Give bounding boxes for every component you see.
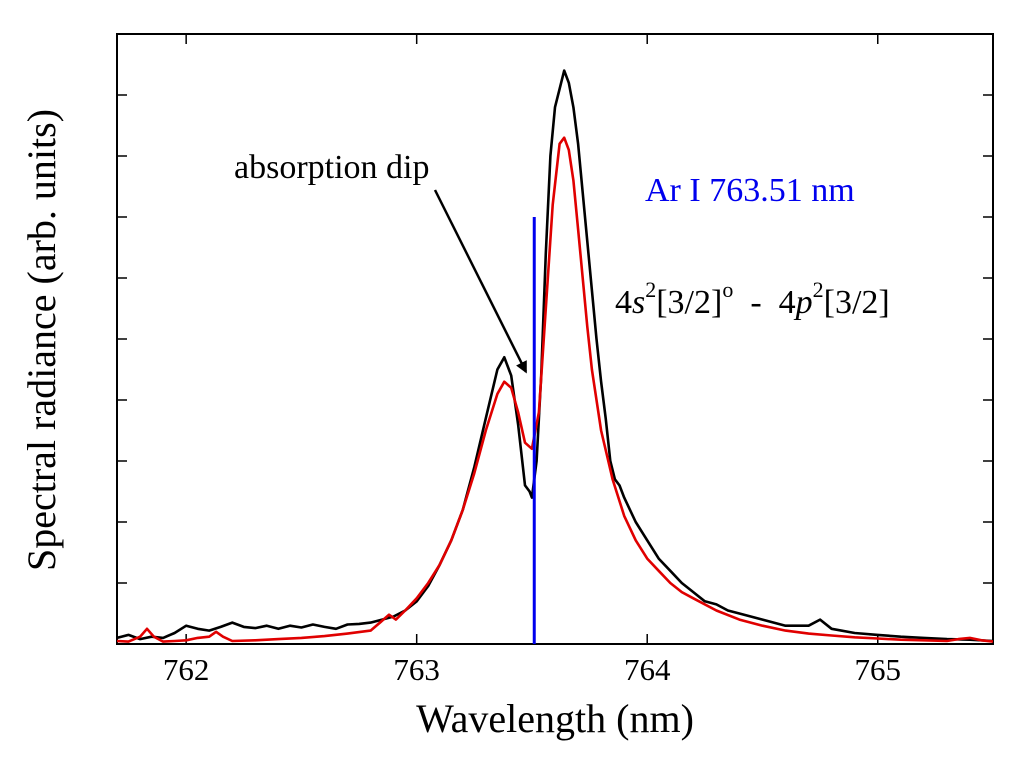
x-tick-label-3: 765: [854, 652, 901, 687]
x-tick-label-0: 762: [163, 652, 210, 687]
x-axis-tick-labels: 762 763 764 765: [163, 652, 901, 687]
transition-upper-coef: 4: [779, 284, 796, 321]
transition-lower-term: [3/2]: [656, 284, 722, 321]
transition-lower-coef: 4: [615, 284, 632, 321]
y-axis-label: Spectral radiance (arb. units): [19, 109, 64, 571]
series-layer: [117, 69, 994, 643]
transition-lower-orbital: s: [632, 284, 645, 321]
series-line-fit: [117, 136, 994, 643]
x-tick-label-2: 764: [624, 652, 671, 687]
transition-label: 4s2[3/2]o - 4p2[3/2]: [615, 277, 890, 321]
transition-upper-orbital: p: [794, 284, 813, 321]
absorption-dip-label: absorption dip: [234, 149, 429, 186]
y-axis-ticks: [117, 94, 993, 584]
plot-frame: [116, 33, 994, 645]
absorption-dip-arrow: [433, 189, 528, 374]
transition-upper-sup: 2: [813, 277, 824, 302]
transition-lower-sup: 2: [645, 277, 656, 302]
x-axis-label: Wavelength (nm): [416, 696, 694, 741]
ar-line-label: Ar I 763.51 nm: [645, 172, 855, 209]
transition-upper-term: [3/2]: [824, 284, 890, 321]
x-tick-label-1: 763: [393, 652, 440, 687]
transition-separator: -: [733, 284, 778, 321]
transition-lower-parity: o: [722, 277, 733, 302]
x-axis-ticks: [185, 34, 879, 644]
